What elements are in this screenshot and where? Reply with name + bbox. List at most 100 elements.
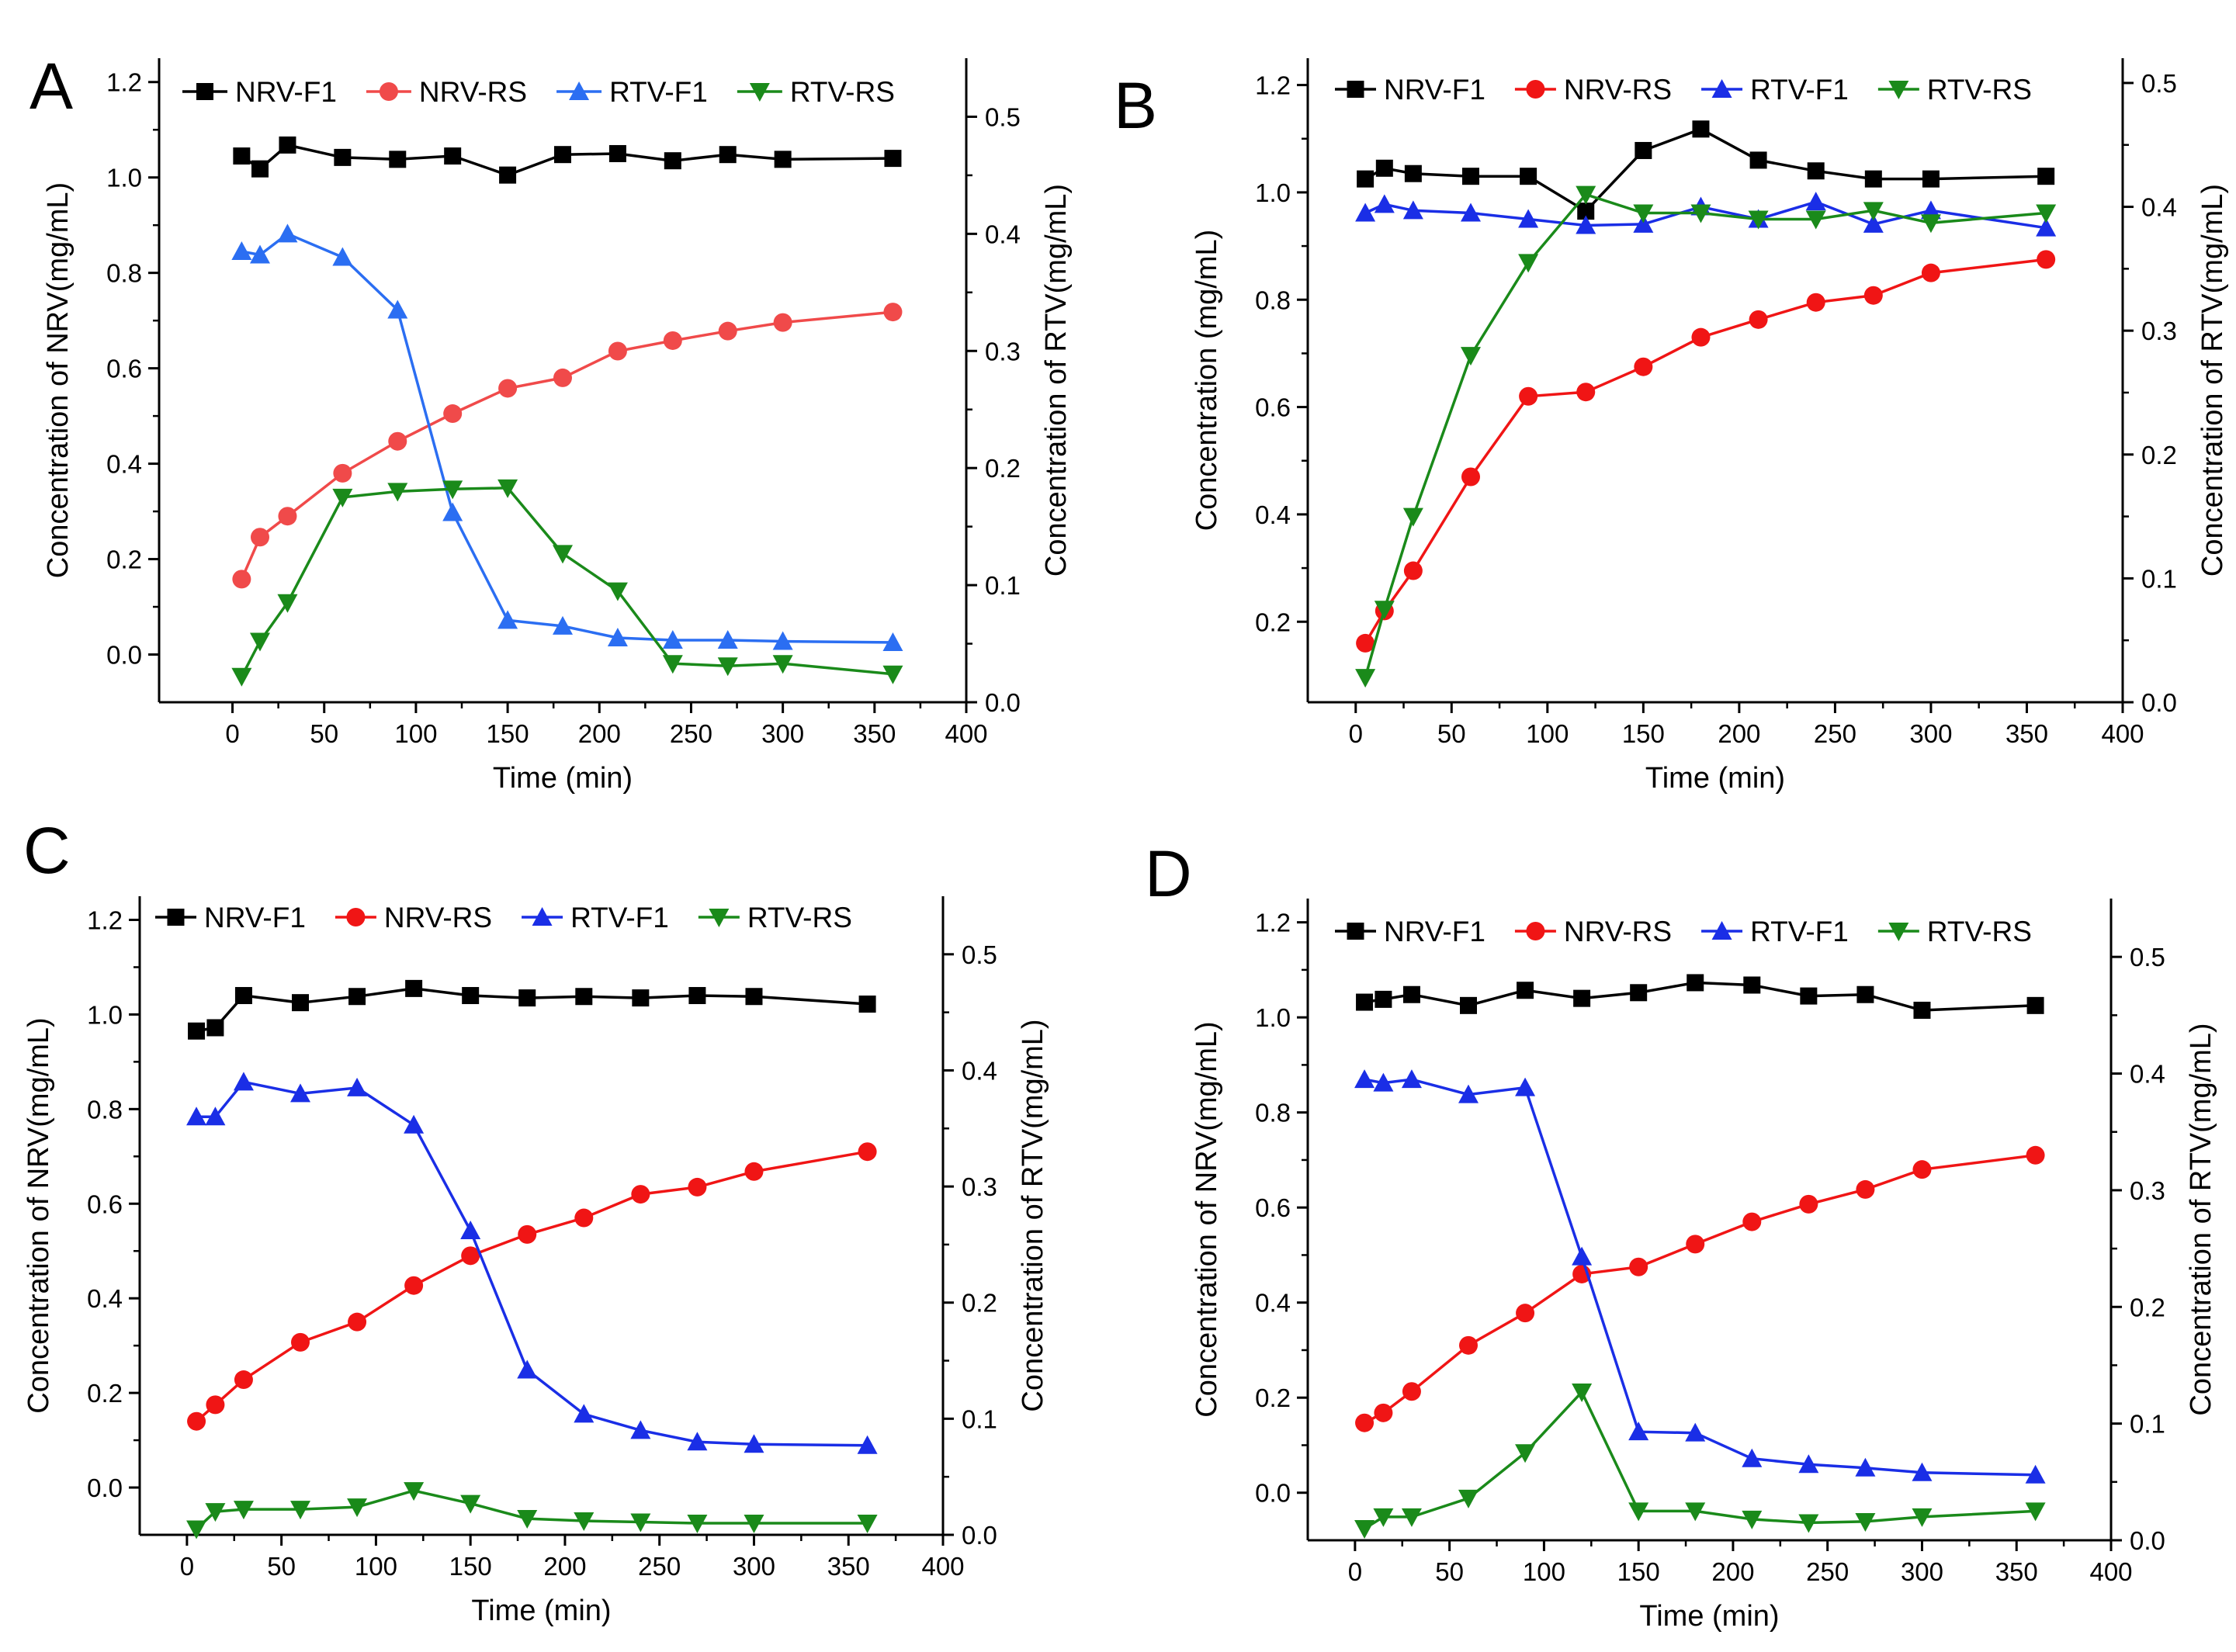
data-point (1375, 990, 1392, 1008)
data-point (553, 545, 573, 564)
y-right-tick-label: 0.2 (962, 1289, 997, 1318)
legend-item: NRV-RS (1514, 916, 1672, 947)
panel-letter: B (1114, 69, 1157, 142)
data-point (290, 1083, 310, 1103)
y-right-tick-label: 0.0 (962, 1521, 997, 1550)
data-point (1798, 1514, 1819, 1533)
x-tick-label: 200 (543, 1552, 586, 1581)
data-point (772, 631, 793, 650)
data-point (277, 223, 298, 243)
series-rtv-rs (186, 1482, 878, 1539)
legend-label: NRV-RS (419, 76, 527, 108)
x-tick-label: 250 (1806, 1557, 1849, 1586)
series-nrv-rs (1356, 250, 2056, 653)
legend-item: RTV-RS (1877, 74, 2032, 106)
y-left-axis-title: Concentration of NRV(mg/mL) (23, 1017, 55, 1413)
legend-item: NRV-F1 (182, 76, 337, 108)
data-point (858, 1142, 877, 1162)
legend-marker (167, 909, 185, 926)
data-point (1743, 976, 1761, 994)
data-point (1516, 1304, 1535, 1323)
data-point (1402, 507, 1423, 527)
data-point (574, 1404, 595, 1423)
data-point (347, 1077, 368, 1096)
legend-marker (196, 83, 213, 100)
data-point (1628, 1502, 1649, 1522)
data-point (1402, 1382, 1421, 1401)
data-point (1403, 561, 1423, 580)
data-point (1401, 1508, 1422, 1527)
x-tick-label: 350 (2005, 719, 2048, 748)
data-point (1749, 310, 1768, 329)
data-point (443, 404, 463, 424)
data-point (1576, 185, 1596, 205)
legend-item: NRV-RS (366, 76, 527, 108)
x-tick-label: 400 (2101, 719, 2144, 748)
y-right-tick-label: 0.5 (962, 940, 997, 969)
x-tick-label: 350 (853, 719, 896, 748)
data-point (2025, 1502, 2046, 1522)
y-right-tick-label: 0.5 (985, 102, 1021, 131)
data-point (662, 630, 683, 649)
legend-label: NRV-F1 (204, 902, 306, 933)
y-right-tick-label: 0.1 (2130, 1410, 2165, 1439)
data-point (1629, 1257, 1648, 1276)
data-point (233, 1501, 254, 1520)
y-left-axis-title: Concentration (mg/mL) (1191, 230, 1223, 532)
y-left-tick-label: 0.6 (87, 1190, 123, 1218)
x-tick-label: 100 (1526, 719, 1569, 748)
data-point (387, 483, 408, 502)
data-point (774, 151, 792, 168)
data-point (1913, 1001, 1931, 1019)
legend-item: RTV-F1 (1701, 74, 1849, 106)
x-tick-label: 350 (827, 1552, 870, 1581)
data-point (1375, 159, 1393, 177)
data-point (347, 1498, 368, 1518)
data-point (1355, 1413, 1375, 1432)
legend-item: NRV-RS (1514, 74, 1672, 106)
data-point (1742, 1448, 1763, 1467)
data-point (518, 1224, 537, 1244)
data-point (1742, 1212, 1762, 1231)
data-point (388, 431, 407, 451)
data-point (1518, 209, 1539, 228)
data-point (1686, 1235, 1705, 1254)
y-left-tick-label: 0.6 (106, 355, 142, 383)
y-left-tick-label: 1.2 (106, 68, 142, 97)
data-point (1630, 984, 1648, 1002)
data-point (688, 1177, 707, 1197)
legend-marker (709, 909, 730, 927)
series-rtv-f1 (231, 223, 903, 652)
data-point (517, 1510, 538, 1529)
data-point (389, 151, 407, 168)
panel-b: B 0 50 100 150 200 250 300 350 400 0.2 0.4 0.6 0.8 1.0… (1114, 58, 2229, 795)
data-point (1355, 203, 1376, 222)
y-right-tick-label: 0.1 (962, 1404, 997, 1433)
y-left-tick-label: 0.2 (87, 1379, 123, 1408)
panel-letter: A (29, 50, 73, 123)
data-point (1354, 1069, 1375, 1089)
data-point (517, 1359, 538, 1379)
legend-item: RTV-F1 (556, 76, 708, 108)
data-point (460, 1494, 481, 1514)
y-left-tick-label: 0.2 (1255, 1384, 1291, 1412)
data-point (1354, 1519, 1375, 1539)
data-point (1920, 214, 1941, 234)
data-point (1373, 1508, 1394, 1527)
data-point (1863, 213, 1884, 233)
data-point (233, 147, 251, 165)
y-left-tick-label: 0.8 (106, 259, 142, 288)
data-point (1912, 1462, 1933, 1481)
data-point (1855, 1457, 1876, 1477)
legend-marker (1526, 80, 1545, 99)
data-point (461, 1246, 480, 1266)
data-point (745, 988, 763, 1006)
y-right-tick-label: 0.4 (2141, 193, 2177, 222)
legend-label: RTV-RS (747, 902, 852, 933)
x-tick-label: 100 (394, 719, 437, 748)
data-point (882, 632, 903, 652)
data-point (717, 657, 738, 677)
data-point (1517, 982, 1534, 999)
data-point (332, 247, 353, 266)
x-axis-title: Time (min) (493, 762, 633, 795)
